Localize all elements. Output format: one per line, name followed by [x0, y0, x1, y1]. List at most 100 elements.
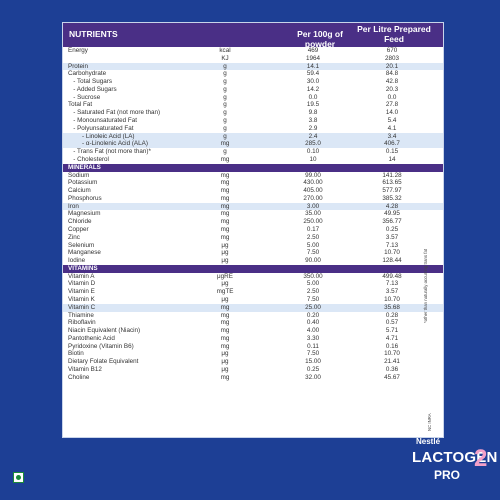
unit-cell: g — [223, 78, 227, 86]
table-row: Iron mg 3.00 4.28 — [63, 202, 443, 211]
per-litre-value: 42.8 — [385, 78, 399, 86]
per-100g-value: 4.00 — [306, 327, 320, 335]
nutrition-table: NUTRIENTS Per 100g of powder Per Litre P… — [62, 22, 444, 438]
section-header: VITAMINS — [63, 264, 443, 273]
per-litre-value: 20.3 — [385, 85, 399, 93]
nutrient-name: MINERALS — [68, 163, 101, 171]
table-row: Total Fat g 19.5 27.8 — [63, 101, 443, 109]
table-row: - α-Linolenic Acid (ALA) mg 285.0 406.7 — [63, 140, 443, 149]
table-row: Vitamin C mg 25.00 35.68 — [63, 303, 443, 312]
per-litre-value: 141.28 — [382, 171, 402, 179]
unit-cell: g — [223, 109, 227, 117]
table-row: Biotin μg 7.50 10.70 — [63, 350, 443, 358]
table-row: - Cholesterol mg 10 14 — [63, 156, 443, 164]
per-litre-value: 27.8 — [385, 101, 399, 109]
header-per-100g: Per 100g of powder — [297, 29, 343, 49]
nutrient-name: Chloride — [68, 218, 92, 226]
nutrient-name: Thiamine — [68, 311, 94, 319]
trans-fat-footnote: *other than naturally occurring trans fa… — [423, 248, 428, 323]
unit-cell: μg — [221, 350, 229, 358]
table-row: - Saturated Fat (not more than) g 9.8 14.0 — [63, 109, 443, 117]
per-100g-value: 0.17 — [306, 225, 320, 233]
unit-cell: μg — [221, 366, 229, 374]
nutrient-name: Pantothenic Acid — [68, 334, 115, 342]
unit-cell: mg — [220, 155, 230, 163]
per-litre-value: 2803 — [384, 54, 399, 62]
per-100g-value: 405.00 — [303, 187, 323, 195]
nutrient-name: Vitamin D — [68, 280, 96, 288]
per-100g-value: 285.0 — [305, 140, 321, 148]
unit-cell: g — [223, 124, 227, 132]
unit-cell: mg — [220, 194, 230, 202]
unit-cell: μgRE — [217, 272, 233, 280]
per-litre-value: 45.67 — [384, 373, 400, 381]
per-litre-value: 3.57 — [385, 233, 399, 241]
per-litre-value: 0.57 — [385, 319, 399, 327]
per-100g-value: 250.00 — [303, 218, 323, 226]
table-row: - Trans Fat (not more than)* g 0.10 0.15 — [63, 148, 443, 156]
per-100g-value: 7.50 — [306, 249, 320, 257]
unit-cell: KJ — [221, 54, 229, 62]
per-100g-value: 90.00 — [305, 257, 321, 265]
table-row: Vitamin K μg 7.50 10.70 — [63, 296, 443, 304]
per-litre-value: 14.0 — [385, 109, 399, 117]
unit-cell: mg — [220, 179, 230, 187]
per-litre-value: 0.25 — [385, 225, 399, 233]
nutrient-name: Vitamin A — [68, 272, 95, 280]
per-100g-value: 0.40 — [306, 319, 320, 327]
per-litre-value: 613.65 — [382, 179, 402, 187]
unit-cell: μg — [221, 358, 229, 366]
table-row: - Sucrose g 0.0 0.0 — [63, 94, 443, 102]
nutrient-name: Vitamin B12 — [68, 366, 102, 374]
unit-cell: μg — [221, 280, 229, 288]
table-row: Phosphorus mg 270.00 385.32 — [63, 195, 443, 203]
table-row: Riboflavin mg 0.40 0.57 — [63, 319, 443, 327]
nutrient-name: - Cholesterol — [68, 155, 109, 163]
unit-cell: mg — [220, 210, 230, 218]
nutrient-name: - Trans Fat (not more than)* — [68, 148, 151, 156]
brand-tier: PRO — [434, 468, 461, 482]
unit-cell: mgTE — [216, 288, 234, 296]
nutrient-name: Copper — [68, 225, 89, 233]
nutrient-name: - Polyunsaturated Fat — [68, 124, 134, 132]
per-litre-value: 128.44 — [382, 257, 402, 265]
table-row: Magnesium mg 35.00 49.95 — [63, 210, 443, 218]
nutrient-name: Magnesium — [68, 210, 101, 218]
table-row: Thiamine mg 0.20 0.28 — [63, 312, 443, 320]
unit-cell: g — [223, 85, 227, 93]
nutrient-name: Pyridoxine (Vitamin B6) — [68, 342, 134, 350]
nutrient-name: Biotin — [68, 350, 84, 358]
table-row: Sodium mg 99.00 141.28 — [63, 172, 443, 180]
nutrient-name: Zinc — [68, 233, 80, 241]
per-100g-value: 0.25 — [306, 366, 320, 374]
per-litre-value: 21.41 — [384, 358, 400, 366]
nutrient-name: Vitamin K — [68, 296, 95, 303]
per-100g-value: 14.2 — [306, 85, 320, 93]
nutrient-name: Dietary Folate Equivalent — [68, 358, 139, 366]
per-100g-value: 3.00 — [306, 202, 320, 210]
nutrient-name: - α-Linolenic Acid (ALA) — [68, 140, 148, 148]
per-100g-value: 350.00 — [303, 272, 323, 280]
nutrient-name: Iron — [68, 202, 79, 210]
per-litre-value: 0.15 — [385, 148, 399, 156]
table-row: - Added Sugars g 14.2 20.3 — [63, 86, 443, 94]
unit-cell: μg — [221, 241, 229, 249]
per-100g-value: 1964 — [305, 54, 320, 62]
per-100g-value: 0.10 — [306, 148, 320, 156]
unit-cell: mg — [220, 225, 230, 233]
section-header: MINERALS — [63, 163, 443, 172]
per-100g-value: 2.50 — [306, 288, 320, 296]
unit-cell: g — [223, 70, 227, 78]
per-100g-value: 0.0 — [308, 93, 318, 101]
nutrient-name: Carbohydrate — [68, 70, 107, 78]
per-litre-value: 7.13 — [385, 280, 399, 288]
per-100g-value: 3.8 — [308, 117, 318, 125]
per-litre-value: 10.70 — [384, 296, 400, 303]
table-row: Pyridoxine (Vitamin B6) mg 0.11 0.16 — [63, 343, 443, 351]
unit-cell: mg — [220, 171, 230, 179]
table-row: Dietary Folate Equivalent μg 15.00 21.41 — [63, 358, 443, 366]
nutrient-name: Total Fat — [68, 101, 93, 109]
per-100g-value: 5.00 — [306, 280, 320, 288]
per-100g-value: 0.11 — [307, 342, 319, 350]
per-litre-value: 3.57 — [385, 288, 399, 296]
